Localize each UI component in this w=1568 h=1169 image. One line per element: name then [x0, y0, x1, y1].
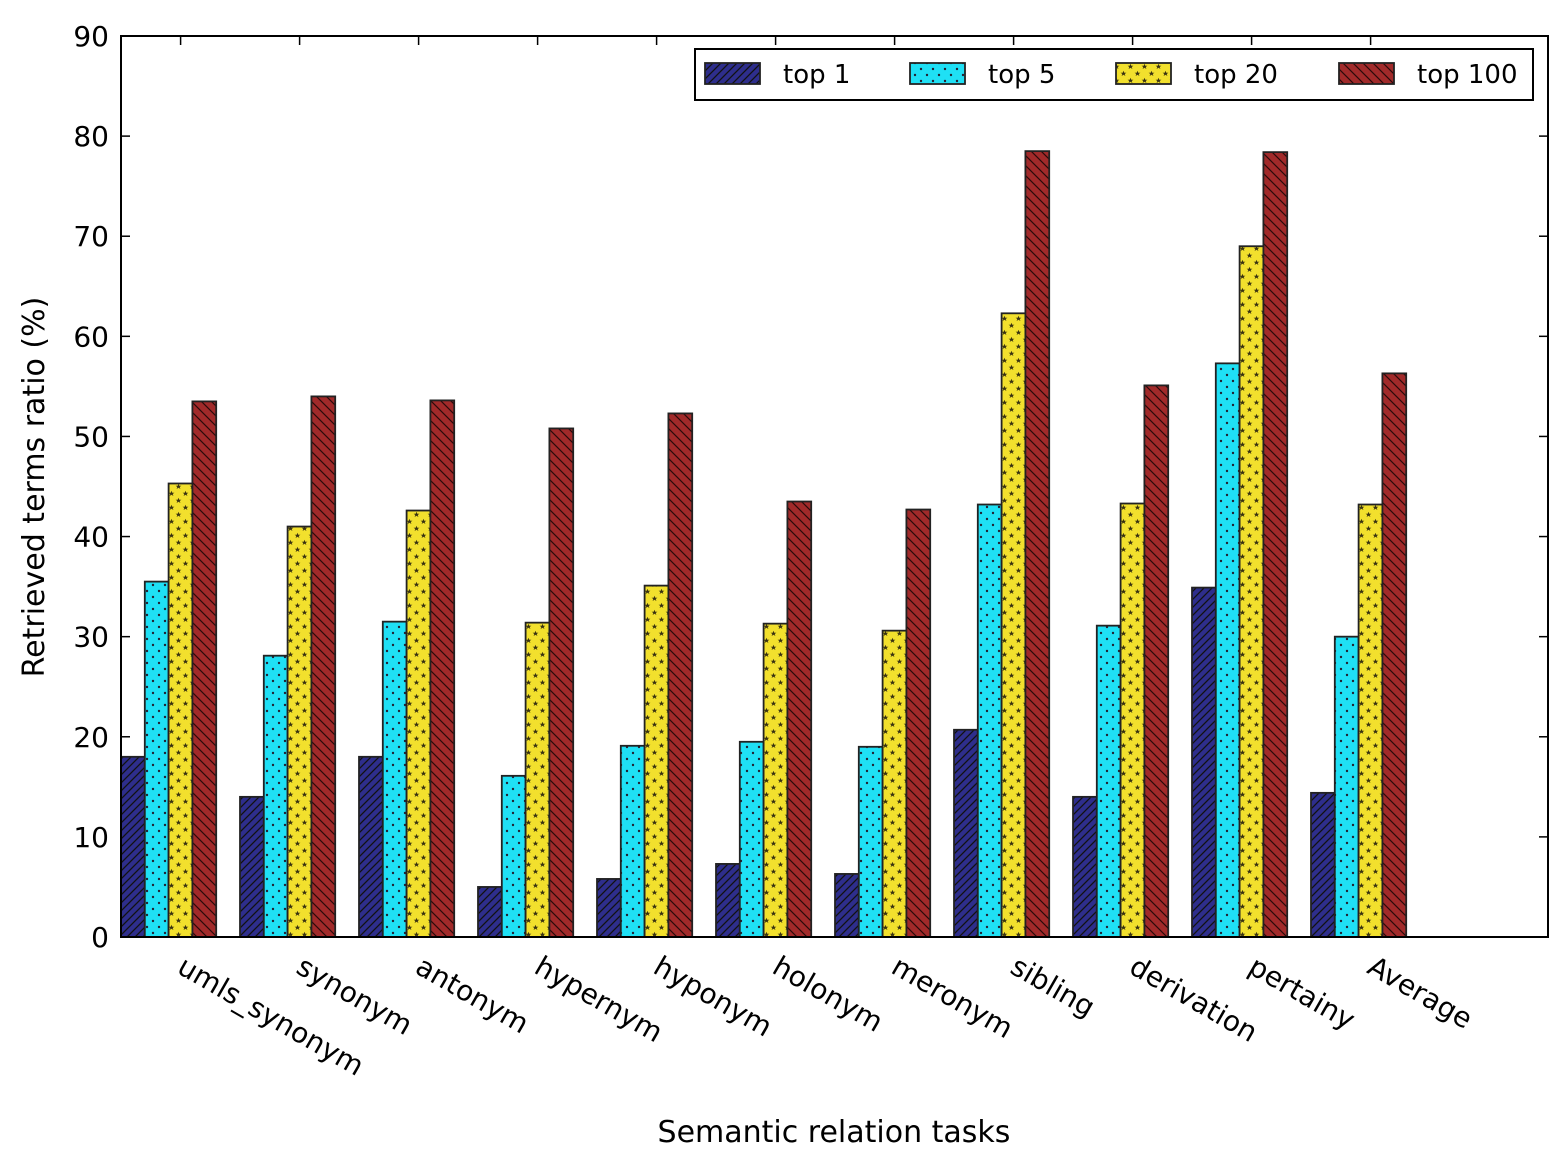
legend-label: top 100 [1417, 60, 1518, 90]
bar-top-100-meronym [905, 508, 932, 938]
bar-top-5-holonym [738, 740, 765, 938]
bar-top-20-average [1357, 503, 1384, 938]
bar-top-100-sibling [1024, 150, 1051, 938]
bar-top-100-average [1381, 372, 1408, 938]
bar-top-1-sibling [953, 728, 979, 938]
legend-swatch-top-5 [909, 62, 966, 85]
y-tick-label: 90 [73, 20, 109, 53]
bar-top-100-antonym [429, 399, 456, 938]
x-tick-label: antonym [410, 949, 534, 1040]
bar-top-20-meronym [881, 629, 908, 938]
y-tick-label: 30 [73, 621, 109, 654]
bar-top-1-synonym [239, 795, 265, 938]
y-axis-title: Retrieved terms ratio (%) [17, 297, 52, 678]
legend-swatch-top-20 [1115, 62, 1172, 85]
bar-top-100-pertainy [1262, 151, 1289, 938]
x-tick-label: Average [1362, 949, 1478, 1035]
bar-top-100-holonym [786, 500, 813, 938]
x-tick-label: meronym [886, 949, 1019, 1045]
legend-swatch-top-1 [704, 62, 761, 85]
bar-top-5-derivation [1095, 624, 1122, 938]
legend: top 1 top 5 top 20 top 100 [694, 48, 1534, 101]
bar-top-20-pertainy [1238, 245, 1265, 938]
bar-top-1-average [1310, 791, 1336, 938]
bar-top-20-hyponym [643, 584, 670, 938]
bar-top-20-derivation [1119, 502, 1146, 938]
bar-top-20-sibling [1000, 312, 1027, 938]
y-tick-label: 80 [73, 120, 109, 153]
y-tick-label: 70 [73, 220, 109, 253]
legend-label: top 20 [1194, 60, 1278, 90]
bar-top-20-antonym [405, 509, 432, 938]
bar-top-1-hypernym [477, 886, 503, 938]
bar-top-5-antonym [381, 620, 408, 938]
bar-top-1-pertainy [1191, 586, 1217, 938]
bar-top-1-antonym [358, 755, 384, 938]
y-tick-label: 10 [73, 821, 109, 854]
bar-top-1-meronym [834, 873, 860, 938]
x-tick-label: sibling [1005, 949, 1100, 1023]
y-tick-label: 0 [91, 921, 109, 954]
bar-top-20-hypernym [524, 621, 551, 938]
bar-top-5-average [1333, 635, 1360, 938]
bar-top-100-synonym [310, 395, 337, 938]
legend-swatch-top-100 [1338, 62, 1395, 85]
x-tick-label: hypernym [529, 949, 668, 1049]
bar-top-5-synonym [262, 654, 289, 938]
bar-top-5-pertainy [1214, 362, 1241, 938]
bar-top-5-sibling [976, 503, 1003, 938]
x-axis-title: Semantic relation tasks [658, 1115, 1011, 1150]
bar-top-5-umls_synonym [143, 580, 170, 938]
legend-label: top 5 [988, 60, 1055, 90]
bar-top-100-hyponym [667, 412, 694, 938]
y-tick-label: 40 [73, 521, 109, 554]
x-tick-label: holonym [767, 949, 889, 1038]
bar-top-5-hyponym [619, 744, 646, 938]
bar-top-20-synonym [286, 525, 313, 938]
bar-top-1-hyponym [596, 878, 622, 938]
x-axis-tick-labels: umls_synonymsynonymantonymhypernymhypony… [172, 949, 1478, 1082]
bar-top-20-holonym [762, 622, 789, 938]
bar-top-1-derivation [1072, 795, 1098, 938]
y-tick-label: 20 [73, 721, 109, 754]
bar-top-5-hypernym [500, 774, 527, 938]
x-tick-label: hyponym [648, 949, 778, 1043]
bar-top-20-umls_synonym [167, 482, 194, 938]
x-tick-label: derivation [1124, 949, 1263, 1048]
bar-top-1-holonym [715, 863, 741, 938]
bar-top-100-derivation [1143, 384, 1170, 938]
plot-frame [120, 35, 1549, 938]
bar-top-100-umls_synonym [191, 400, 218, 938]
legend-label: top 1 [783, 60, 850, 90]
bar-top-1-umls_synonym [120, 755, 146, 938]
bar-top-5-meronym [857, 745, 884, 938]
bar-top-100-hypernym [548, 427, 575, 938]
bars-group [120, 150, 1408, 938]
y-tick-label: 60 [73, 320, 109, 353]
y-tick-label: 50 [73, 420, 109, 453]
y-axis-tick-labels: 0 10 20 30 40 50 60 70 80 90 [73, 20, 109, 954]
